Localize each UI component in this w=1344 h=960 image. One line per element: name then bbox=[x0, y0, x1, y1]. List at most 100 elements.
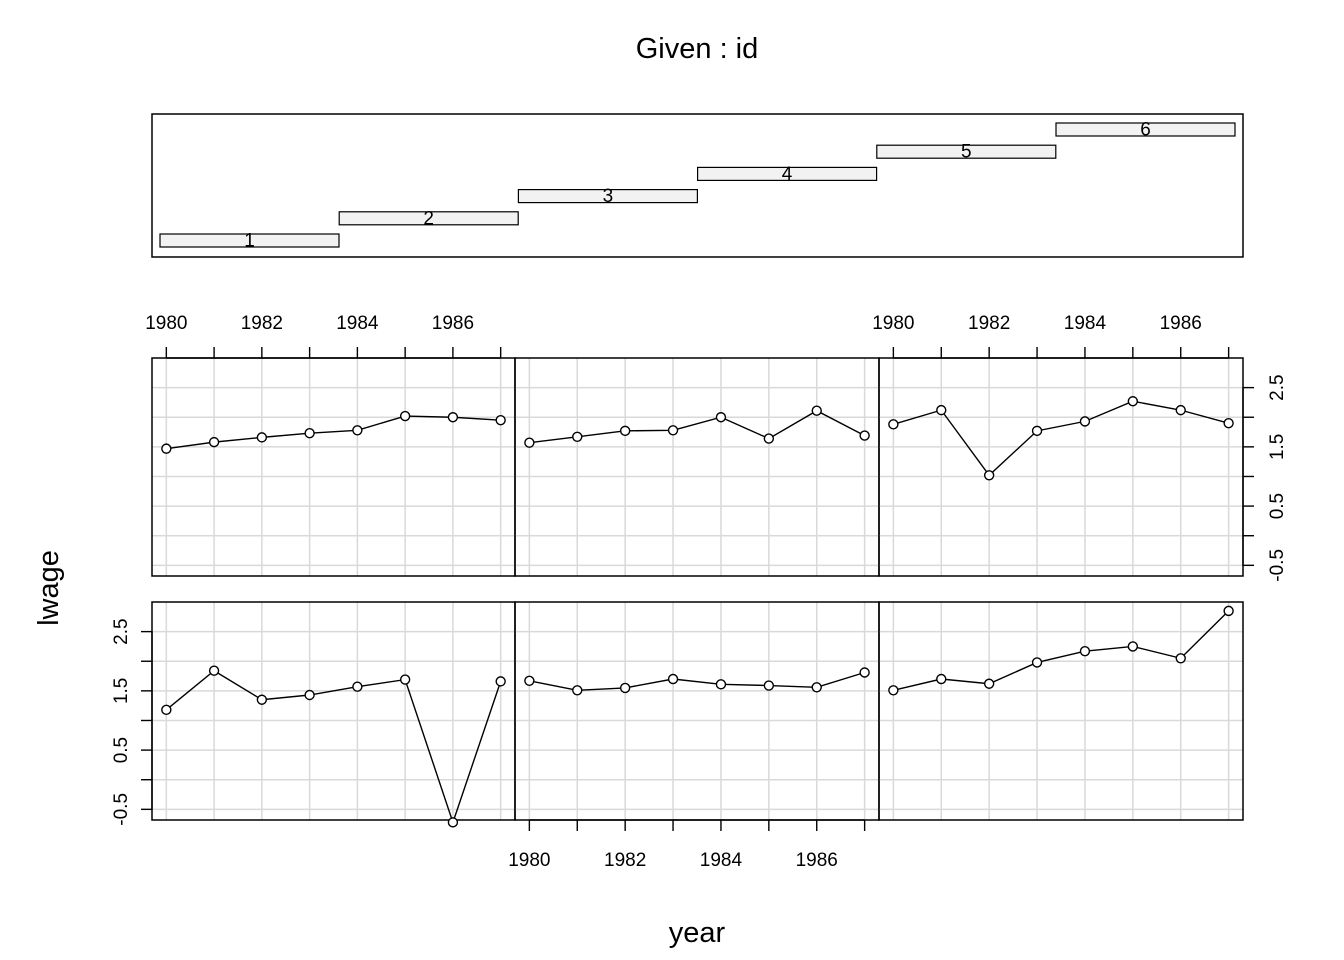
data-point bbox=[1223, 417, 1234, 429]
x-tick-label: 1980 bbox=[872, 313, 914, 334]
data-point bbox=[936, 673, 947, 685]
data-point bbox=[667, 673, 679, 685]
given-bar-6 bbox=[1055, 122, 1236, 137]
data-point bbox=[161, 704, 172, 716]
y-axis-label: lwage bbox=[33, 550, 65, 626]
data-point bbox=[1127, 641, 1139, 652]
data-point bbox=[811, 405, 822, 416]
series-line-4 bbox=[165, 669, 502, 825]
data-point bbox=[256, 694, 268, 705]
y-tick-label: 1.5 bbox=[1267, 434, 1288, 460]
data-point bbox=[572, 685, 583, 696]
data-point bbox=[1079, 645, 1091, 657]
data-point bbox=[524, 675, 535, 686]
data-point bbox=[1031, 425, 1043, 437]
given-bar-2 bbox=[338, 211, 519, 226]
data-point bbox=[888, 685, 899, 696]
x-axis-top-left: 1980 1982 1984 1986 bbox=[145, 313, 502, 359]
series-line-3 bbox=[893, 400, 1229, 477]
data-point bbox=[715, 412, 727, 423]
data-point bbox=[399, 674, 411, 685]
data-point bbox=[763, 680, 775, 691]
panel-1 bbox=[151, 357, 516, 577]
panel-3 bbox=[878, 357, 1244, 577]
data-point bbox=[572, 431, 583, 442]
data-point bbox=[811, 682, 822, 693]
data-point bbox=[352, 681, 363, 692]
x-axis-top-right: 1980 1982 1984 1986 bbox=[872, 313, 1230, 359]
panel-frame bbox=[878, 357, 1244, 577]
data-point bbox=[304, 689, 315, 701]
given-bar-3 bbox=[517, 189, 699, 204]
data-point bbox=[619, 682, 631, 694]
y-tick-label: 0.5 bbox=[111, 737, 132, 763]
data-point bbox=[715, 679, 727, 690]
given-bar-1 bbox=[159, 233, 340, 248]
data-point bbox=[888, 419, 899, 430]
data-point bbox=[859, 430, 870, 441]
data-point bbox=[936, 404, 947, 416]
panel-frame bbox=[151, 357, 516, 577]
panel-frame bbox=[151, 601, 516, 821]
y-tick-label: 2.5 bbox=[111, 618, 132, 644]
chart-title: Given : id bbox=[636, 33, 759, 65]
data-point bbox=[1031, 657, 1043, 668]
data-point bbox=[447, 412, 459, 423]
y-tick-label: -0.5 bbox=[1267, 549, 1288, 582]
panel-4 bbox=[151, 601, 516, 828]
panel-frame bbox=[514, 601, 880, 821]
data-point bbox=[304, 428, 315, 439]
data-point bbox=[667, 425, 679, 436]
data-point bbox=[399, 410, 411, 422]
data-point bbox=[619, 425, 631, 437]
data-point bbox=[1175, 404, 1186, 416]
panel-5 bbox=[514, 601, 880, 821]
x-axis-bottom-middle: 1980 1982 1984 1986 bbox=[508, 819, 866, 871]
data-point bbox=[859, 667, 870, 678]
data-point bbox=[1223, 605, 1234, 617]
y-axis-left-bottom: -0.5 0.5 1.5 2.5 bbox=[111, 618, 153, 826]
y-tick-label: 1.5 bbox=[111, 678, 132, 704]
given-bar-5 bbox=[876, 144, 1057, 159]
x-tick-label: 1986 bbox=[796, 850, 838, 871]
x-tick-label: 1984 bbox=[700, 850, 743, 871]
data-point bbox=[1175, 653, 1186, 664]
data-point bbox=[983, 678, 995, 689]
series-line-2 bbox=[529, 409, 865, 444]
x-tick-label: 1982 bbox=[968, 313, 1010, 334]
given-bar-label-1: 1 bbox=[244, 231, 255, 252]
given-bar-label-4: 4 bbox=[782, 164, 793, 185]
axes: 1980 1982 1984 1986 1980 1982 1984 1986 1980 1982… bbox=[111, 313, 1288, 871]
series-line-6 bbox=[893, 610, 1230, 691]
x-tick-label: 1984 bbox=[336, 313, 379, 334]
panel-frame bbox=[514, 357, 880, 577]
given-panel-frame bbox=[151, 113, 1244, 258]
given-bar-label-5: 5 bbox=[961, 142, 972, 163]
data-point bbox=[208, 436, 220, 448]
data-point bbox=[208, 665, 220, 676]
y-tick-label: 0.5 bbox=[1267, 493, 1288, 519]
y-tick-label: -0.5 bbox=[111, 793, 132, 826]
data-point bbox=[256, 432, 268, 443]
data-point bbox=[983, 470, 995, 481]
x-tick-label: 1982 bbox=[241, 313, 283, 334]
y-tick-label: 2.5 bbox=[1267, 374, 1288, 400]
x-tick-label: 1980 bbox=[508, 850, 550, 871]
given-bar-label-6: 6 bbox=[1140, 120, 1151, 141]
given-panel: 1 2 3 4 5 6 bbox=[151, 113, 1244, 258]
panel-6 bbox=[878, 601, 1244, 821]
x-tick-label: 1986 bbox=[1160, 313, 1202, 334]
data-point bbox=[524, 437, 535, 448]
x-tick-label: 1984 bbox=[1064, 313, 1107, 334]
data-point bbox=[763, 433, 775, 444]
x-tick-label: 1982 bbox=[604, 850, 646, 871]
series-line-5 bbox=[529, 671, 865, 691]
given-bar-label-3: 3 bbox=[603, 186, 614, 207]
x-axis-label: year bbox=[669, 917, 726, 949]
series-line-1 bbox=[166, 415, 501, 450]
data-point bbox=[352, 425, 363, 436]
data-point bbox=[447, 817, 459, 828]
panels bbox=[151, 357, 1244, 828]
given-bar-label-2: 2 bbox=[423, 208, 434, 229]
panel-2 bbox=[514, 357, 880, 577]
